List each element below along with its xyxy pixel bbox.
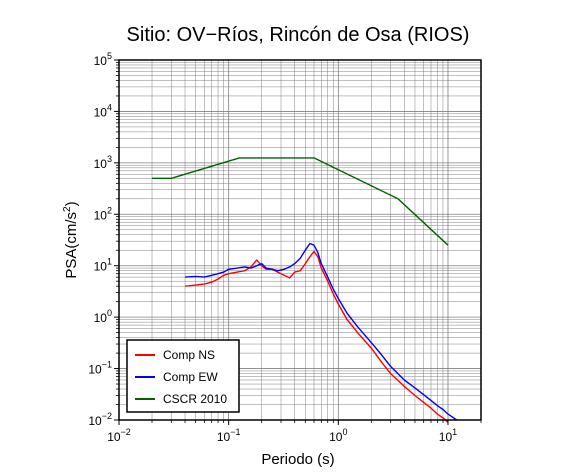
axis-ticks: 10−2 10−1 100 101 10−2 10−1 100 101 102 103 104 105 <box>88 51 482 444</box>
x-tick-label: 101 <box>439 427 457 444</box>
legend-label: Comp EW <box>163 370 218 384</box>
legend-label: CSCR 2010 <box>163 392 227 406</box>
plot-frame <box>118 59 482 421</box>
series-lines <box>152 157 458 423</box>
y-tick-label: 102 <box>94 205 112 222</box>
y-tick-label: 103 <box>94 154 112 171</box>
y-tick-label: 10−2 <box>88 411 112 428</box>
legend-label: Comp NS <box>163 348 215 362</box>
legend: Comp NS Comp EW CSCR 2010 <box>126 339 240 413</box>
series-line <box>152 157 449 246</box>
y-axis-label: PSA(cm/s2) <box>62 201 80 278</box>
y-tick-label: 10−1 <box>88 360 112 377</box>
series-line <box>184 250 449 423</box>
chart-title: Sitio: OV−Ríos, Rincón de Osa (RIOS) <box>127 24 470 46</box>
y-tick-label: 104 <box>94 102 112 119</box>
x-tick-label: 10−1 <box>217 427 241 444</box>
x-axis-label: Periodo (s) <box>261 451 334 468</box>
y-tick-label: 101 <box>94 257 112 274</box>
y-tick-label: 105 <box>94 51 112 68</box>
y-tick-label: 100 <box>94 308 112 325</box>
x-tick-label: 100 <box>329 427 347 444</box>
series-line <box>184 242 458 421</box>
grid <box>118 59 482 421</box>
x-tick-label: 10−2 <box>107 427 131 444</box>
